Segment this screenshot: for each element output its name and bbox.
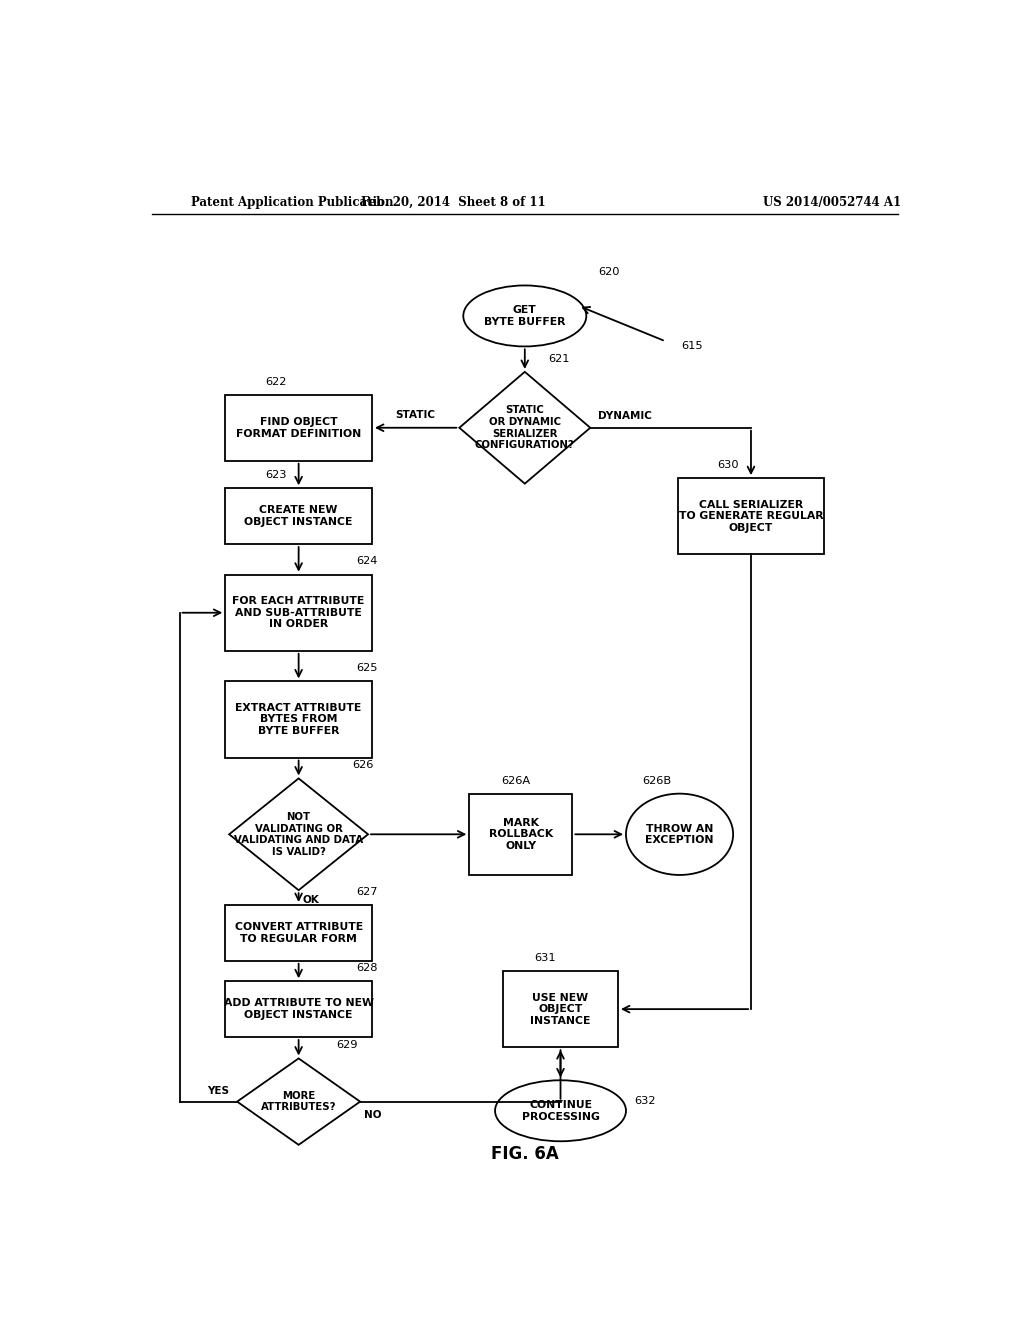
FancyBboxPatch shape: [225, 395, 372, 461]
Text: 615: 615: [682, 342, 703, 351]
Ellipse shape: [626, 793, 733, 875]
Text: DYNAMIC: DYNAMIC: [598, 411, 652, 421]
FancyBboxPatch shape: [678, 478, 824, 554]
Text: FIG. 6A: FIG. 6A: [490, 1146, 559, 1163]
Text: 632: 632: [634, 1096, 655, 1106]
Text: EXTRACT ATTRIBUTE
BYTES FROM
BYTE BUFFER: EXTRACT ATTRIBUTE BYTES FROM BYTE BUFFER: [236, 702, 361, 737]
Text: 626: 626: [352, 760, 374, 771]
FancyBboxPatch shape: [225, 906, 372, 961]
Text: 630: 630: [717, 459, 739, 470]
Text: CONTINUE
PROCESSING: CONTINUE PROCESSING: [521, 1100, 599, 1122]
FancyBboxPatch shape: [225, 488, 372, 544]
FancyBboxPatch shape: [225, 981, 372, 1038]
Text: 631: 631: [535, 953, 556, 962]
Text: 623: 623: [265, 470, 287, 480]
Text: CONVERT ATTRIBUTE
TO REGULAR FORM: CONVERT ATTRIBUTE TO REGULAR FORM: [234, 923, 362, 944]
Polygon shape: [229, 779, 368, 890]
Text: YES: YES: [207, 1086, 229, 1097]
Polygon shape: [460, 372, 590, 483]
FancyBboxPatch shape: [503, 972, 618, 1047]
Text: CALL SERIALIZER
TO GENERATE REGULAR
OBJECT: CALL SERIALIZER TO GENERATE REGULAR OBJE…: [679, 499, 823, 533]
Text: 622: 622: [265, 376, 287, 387]
Text: NOT
VALIDATING OR
VALIDATING AND DATA
IS VALID?: NOT VALIDATING OR VALIDATING AND DATA IS…: [234, 812, 364, 857]
Text: MORE
ATTRIBUTES?: MORE ATTRIBUTES?: [261, 1090, 336, 1113]
Text: THROW AN
EXCEPTION: THROW AN EXCEPTION: [645, 824, 714, 845]
Text: 629: 629: [336, 1040, 357, 1051]
Text: 627: 627: [356, 887, 378, 896]
FancyBboxPatch shape: [225, 681, 372, 758]
Text: 620: 620: [598, 268, 620, 277]
Polygon shape: [238, 1059, 360, 1144]
FancyBboxPatch shape: [469, 793, 572, 875]
Text: Feb. 20, 2014  Sheet 8 of 11: Feb. 20, 2014 Sheet 8 of 11: [361, 195, 546, 209]
Text: US 2014/0052744 A1: US 2014/0052744 A1: [763, 195, 901, 209]
Text: NO: NO: [365, 1110, 382, 1119]
Text: FIND OBJECT
FORMAT DEFINITION: FIND OBJECT FORMAT DEFINITION: [236, 417, 361, 438]
Text: Patent Application Publication: Patent Application Publication: [191, 195, 394, 209]
Ellipse shape: [495, 1080, 626, 1142]
Text: GET
BYTE BUFFER: GET BYTE BUFFER: [484, 305, 565, 327]
Text: OK: OK: [303, 895, 319, 906]
Text: 626B: 626B: [642, 776, 671, 785]
Text: FOR EACH ATTRIBUTE
AND SUB-ATTRIBUTE
IN ORDER: FOR EACH ATTRIBUTE AND SUB-ATTRIBUTE IN …: [232, 597, 365, 630]
Text: ADD ATTRIBUTE TO NEW
OBJECT INSTANCE: ADD ATTRIBUTE TO NEW OBJECT INSTANCE: [223, 998, 374, 1020]
Text: 624: 624: [356, 557, 378, 566]
Text: MARK
ROLLBACK
ONLY: MARK ROLLBACK ONLY: [488, 817, 553, 851]
Text: 626A: 626A: [501, 776, 530, 785]
FancyBboxPatch shape: [225, 574, 372, 651]
Text: USE NEW
OBJECT
INSTANCE: USE NEW OBJECT INSTANCE: [530, 993, 591, 1026]
Ellipse shape: [463, 285, 587, 346]
Text: 621: 621: [549, 354, 570, 364]
Text: 625: 625: [356, 663, 378, 673]
Text: 628: 628: [356, 964, 378, 973]
Text: CREATE NEW
OBJECT INSTANCE: CREATE NEW OBJECT INSTANCE: [245, 506, 353, 527]
Text: STATIC
OR DYNAMIC
SERIALIZER
CONFIGURATION?: STATIC OR DYNAMIC SERIALIZER CONFIGURATI…: [475, 405, 574, 450]
Text: STATIC: STATIC: [395, 409, 435, 420]
